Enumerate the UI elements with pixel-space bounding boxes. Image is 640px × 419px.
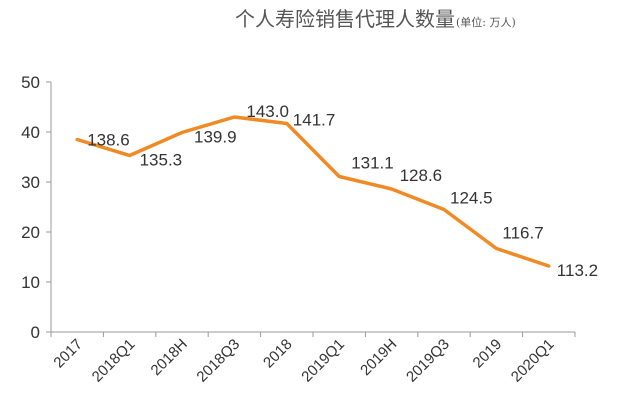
x-tick-label: 2017: [50, 336, 86, 372]
data-label: 135.3: [140, 151, 183, 170]
x-tick-label: 2018Q3: [193, 336, 243, 386]
data-label: 113.2: [557, 261, 598, 280]
chart-title: 个人寿险销售代理人数量: [235, 7, 455, 31]
data-label: 139.9: [194, 128, 237, 147]
y-tick-label: 40: [21, 123, 40, 142]
data-label: 131.1: [351, 154, 394, 173]
x-tick-label: 2018: [260, 336, 296, 372]
data-label: 141.7: [293, 111, 336, 130]
y-tick-label: 30: [21, 173, 40, 192]
y-tick-label: 0: [31, 323, 40, 342]
x-tick-label: 2018H: [148, 336, 191, 379]
plot-area: 138.6 135.3 139.9 143.0 141.7 131.1 128.6 124.5…: [75, 102, 598, 280]
y-axis: 0 10 20 30 40 50: [21, 73, 52, 342]
y-tick-label: 20: [21, 223, 40, 242]
y-tick-label: 50: [21, 73, 40, 92]
x-tick-label: 2019Q1: [298, 336, 348, 386]
data-label: 124.5: [450, 189, 493, 208]
data-label: 143.0: [246, 102, 289, 121]
data-label: 128.6: [400, 166, 443, 185]
x-tick-label: 2019Q3: [403, 336, 453, 386]
x-tick-label: 2019H: [357, 336, 400, 379]
data-label: 138.6: [87, 131, 130, 150]
data-label: 116.7: [502, 224, 543, 243]
x-tick-label: 2018Q1: [89, 336, 139, 386]
x-tick-label: 2020Q1: [508, 336, 558, 386]
x-tick-label: 2019: [470, 336, 506, 372]
series-line: [75, 115, 551, 268]
y-tick-label: 10: [21, 273, 40, 292]
chart-unit: (单位: 万人): [456, 15, 516, 29]
x-axis: 2017 2018Q1 2018H 2018Q3 2018 2019Q1 2019H 2019…: [50, 331, 576, 386]
